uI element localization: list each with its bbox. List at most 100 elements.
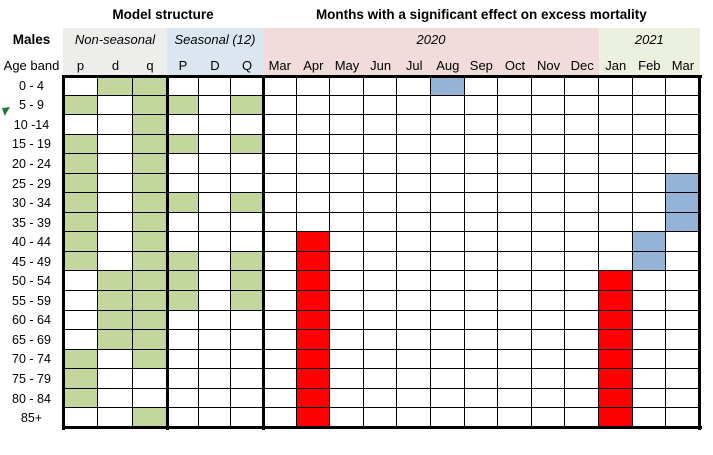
month-cell[interactable] (430, 134, 465, 155)
model-cell[interactable] (231, 251, 263, 272)
month-cell[interactable] (397, 369, 431, 389)
month-cell[interactable] (430, 388, 465, 409)
month-cell[interactable] (296, 408, 331, 428)
month-cell[interactable] (531, 173, 566, 194)
model-cell[interactable] (231, 173, 263, 194)
month-cell[interactable] (397, 212, 431, 233)
model-cell[interactable] (167, 349, 199, 370)
month-cell[interactable] (598, 291, 633, 311)
month-cell[interactable] (531, 271, 566, 292)
month-cell[interactable] (632, 330, 667, 350)
month-cell[interactable] (430, 349, 465, 370)
month-cell[interactable] (598, 95, 633, 116)
model-cell[interactable] (133, 271, 167, 292)
model-cell[interactable] (63, 154, 98, 174)
month-cell[interactable] (565, 330, 599, 350)
month-cell[interactable] (498, 349, 532, 370)
month-cell[interactable] (666, 310, 700, 331)
model-cell[interactable] (231, 388, 263, 409)
month-cell[interactable] (565, 173, 599, 194)
month-cell[interactable] (397, 193, 431, 213)
month-cell[interactable] (464, 212, 499, 233)
month-cell[interactable] (598, 154, 633, 174)
model-cell[interactable] (231, 349, 263, 370)
model-cell[interactable] (231, 95, 263, 116)
month-cell[interactable] (363, 349, 398, 370)
model-cell[interactable] (167, 232, 199, 252)
model-cell[interactable] (98, 271, 133, 292)
month-cell[interactable] (464, 349, 499, 370)
month-cell[interactable] (464, 330, 499, 350)
model-cell[interactable] (199, 349, 231, 370)
model-cell[interactable] (167, 310, 199, 331)
month-cell[interactable] (430, 291, 465, 311)
month-cell[interactable] (498, 369, 532, 389)
month-cell[interactable] (363, 310, 398, 331)
month-cell[interactable] (498, 388, 532, 409)
month-cell[interactable] (531, 193, 566, 213)
month-cell[interactable] (296, 212, 331, 233)
model-cell[interactable] (133, 291, 167, 311)
month-cell[interactable] (531, 388, 566, 409)
model-cell[interactable] (231, 134, 263, 155)
model-cell[interactable] (199, 251, 231, 272)
model-cell[interactable] (199, 330, 231, 350)
model-cell[interactable] (231, 212, 263, 233)
month-cell[interactable] (464, 291, 499, 311)
month-cell[interactable] (531, 115, 566, 135)
month-cell[interactable] (464, 369, 499, 389)
month-cell[interactable] (397, 310, 431, 331)
month-cell[interactable] (598, 369, 633, 389)
month-cell[interactable] (330, 193, 364, 213)
month-cell[interactable] (464, 95, 499, 116)
month-cell[interactable] (632, 193, 667, 213)
month-cell[interactable] (666, 212, 700, 233)
month-cell[interactable] (397, 291, 431, 311)
month-cell[interactable] (430, 251, 465, 272)
model-cell[interactable] (167, 369, 199, 389)
month-cell[interactable] (430, 76, 465, 96)
month-cell[interactable] (397, 408, 431, 428)
model-cell[interactable] (231, 330, 263, 350)
month-cell[interactable] (666, 134, 700, 155)
model-cell[interactable] (167, 408, 199, 428)
month-cell[interactable] (296, 251, 331, 272)
model-cell[interactable] (63, 349, 98, 370)
month-cell[interactable] (666, 330, 700, 350)
model-cell[interactable] (63, 408, 98, 428)
model-cell[interactable] (199, 388, 231, 409)
month-cell[interactable] (565, 115, 599, 135)
month-cell[interactable] (598, 349, 633, 370)
month-cell[interactable] (632, 408, 667, 428)
model-cell[interactable] (63, 310, 98, 331)
month-cell[interactable] (531, 330, 566, 350)
month-cell[interactable] (263, 115, 297, 135)
month-cell[interactable] (531, 310, 566, 331)
model-cell[interactable] (63, 271, 98, 292)
model-cell[interactable] (133, 154, 167, 174)
month-cell[interactable] (397, 173, 431, 194)
model-cell[interactable] (133, 408, 167, 428)
month-cell[interactable] (666, 388, 700, 409)
month-cell[interactable] (363, 95, 398, 116)
month-cell[interactable] (263, 251, 297, 272)
month-cell[interactable] (498, 291, 532, 311)
month-cell[interactable] (498, 310, 532, 331)
month-cell[interactable] (397, 76, 431, 96)
month-cell[interactable] (598, 330, 633, 350)
month-cell[interactable] (598, 134, 633, 155)
model-cell[interactable] (133, 369, 167, 389)
model-cell[interactable] (199, 369, 231, 389)
month-cell[interactable] (598, 76, 633, 96)
month-cell[interactable] (330, 173, 364, 194)
model-cell[interactable] (167, 251, 199, 272)
model-cell[interactable] (133, 193, 167, 213)
month-cell[interactable] (632, 95, 667, 116)
month-cell[interactable] (330, 232, 364, 252)
month-cell[interactable] (330, 271, 364, 292)
month-cell[interactable] (531, 291, 566, 311)
model-cell[interactable] (133, 212, 167, 233)
month-cell[interactable] (330, 310, 364, 331)
month-cell[interactable] (632, 310, 667, 331)
model-cell[interactable] (133, 134, 167, 155)
